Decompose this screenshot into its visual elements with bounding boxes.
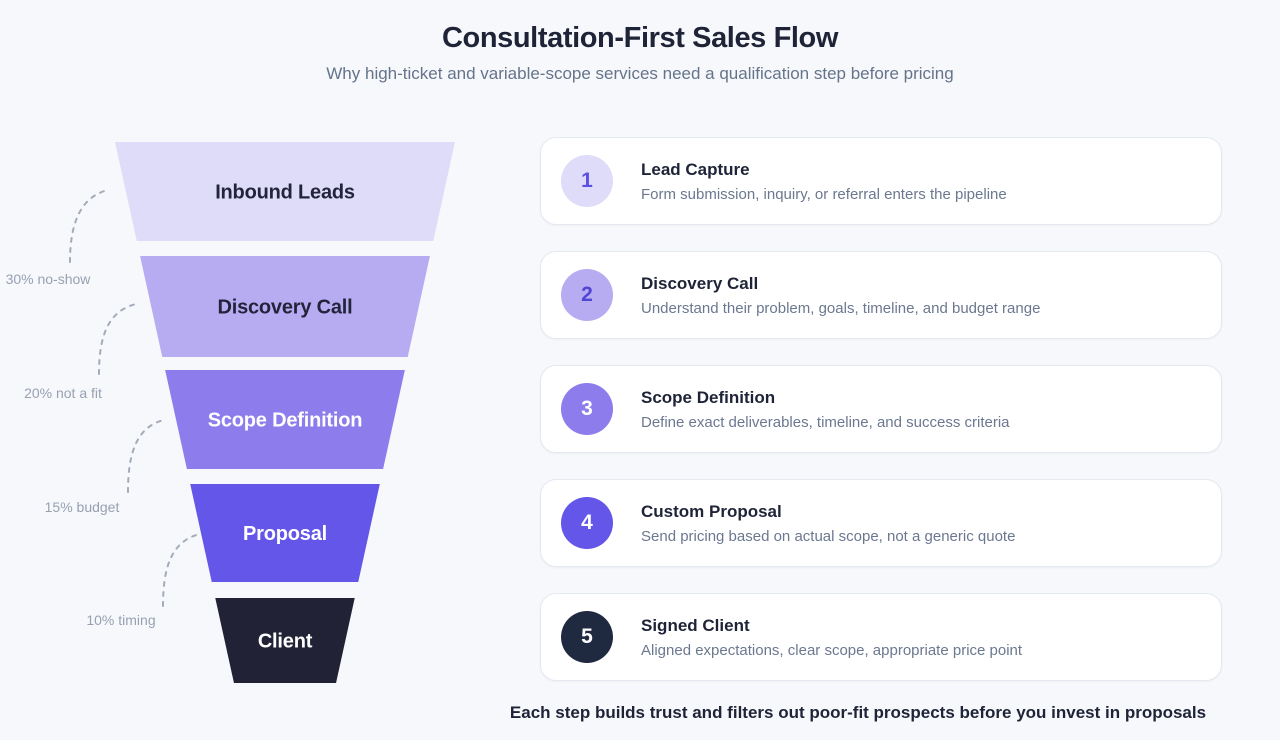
funnel-segment-label: Scope Definition bbox=[208, 410, 363, 432]
dropoff-curve bbox=[162, 533, 201, 607]
step-number-badge: 4 bbox=[561, 497, 613, 549]
step-number-badge: 1 bbox=[561, 155, 613, 207]
step-card: 4 Custom Proposal Send pricing based on ac… bbox=[540, 479, 1222, 567]
step-number-badge: 2 bbox=[561, 269, 613, 321]
dropoff-curve bbox=[127, 419, 165, 493]
footer-note: Each step builds trust and filters out p… bbox=[509, 703, 1207, 722]
step-title: Lead Capture bbox=[641, 159, 750, 179]
step-text: Signed Client Aligned expectations, clear… bbox=[641, 616, 1022, 659]
step-title: Scope Definition bbox=[641, 387, 776, 407]
page-title: Consultation-First Sales Flow bbox=[441, 22, 839, 54]
step-title: Custom Proposal bbox=[641, 501, 782, 521]
dropoff-label: 30% no-show bbox=[6, 271, 92, 287]
dropoff-curve bbox=[98, 303, 137, 375]
funnel-segment bbox=[115, 142, 455, 241]
step-card: 2 Discovery Call Understand their problem,… bbox=[540, 251, 1222, 339]
step-description: Form submission, inquiry, or referral en… bbox=[641, 185, 1007, 203]
funnel-diagram: Inbound Leads Discovery Call Scope Definit… bbox=[6, 142, 455, 683]
dropoff-curve bbox=[69, 189, 109, 263]
step-number-badge: 5 bbox=[561, 611, 613, 663]
funnel-segment-label: Proposal bbox=[243, 523, 327, 545]
funnel-segment bbox=[140, 256, 430, 357]
step-description: Send pricing based on actual scope, not … bbox=[641, 527, 1016, 545]
funnel-segment-label: Inbound Leads bbox=[215, 182, 355, 204]
step-card: 1 Lead Capture Form submission, inquiry, o… bbox=[540, 137, 1222, 225]
step-card: 3 Scope Definition Define exact deliverabl… bbox=[540, 365, 1222, 453]
dropoff-label: 20% not a fit bbox=[24, 385, 102, 401]
step-title: Signed Client bbox=[641, 615, 750, 635]
step-card: 5 Signed Client Aligned expectations, clea… bbox=[540, 593, 1222, 681]
steps-list: 1 Lead Capture Form submission, inquiry, o… bbox=[540, 137, 1222, 681]
step-text: Scope Definition Define exact deliverable… bbox=[641, 388, 1010, 431]
dropoff-label: 15% budget bbox=[45, 499, 120, 515]
step-text: Discovery Call Understand their problem, … bbox=[641, 274, 1040, 317]
step-description: Define exact deliverables, timeline, and… bbox=[641, 413, 1010, 431]
funnel-segment bbox=[190, 484, 380, 582]
page-subtitle: Why high-ticket and variable-scope servi… bbox=[326, 64, 954, 83]
step-text: Lead Capture Form submission, inquiry, or… bbox=[641, 160, 1007, 203]
step-number-badge: 3 bbox=[561, 383, 613, 435]
funnel-segment bbox=[165, 370, 405, 469]
step-title: Discovery Call bbox=[641, 273, 759, 293]
funnel-segment-label: Client bbox=[258, 631, 313, 653]
dropoff-label: 10% timing bbox=[86, 612, 155, 628]
funnel-segment-label: Discovery Call bbox=[217, 297, 352, 319]
funnel-segment bbox=[215, 598, 355, 683]
step-description: Understand their problem, goals, timelin… bbox=[641, 299, 1041, 317]
step-description: Aligned expectations, clear scope, appro… bbox=[641, 641, 1023, 659]
step-text: Custom Proposal Send pricing based on act… bbox=[641, 502, 1015, 545]
